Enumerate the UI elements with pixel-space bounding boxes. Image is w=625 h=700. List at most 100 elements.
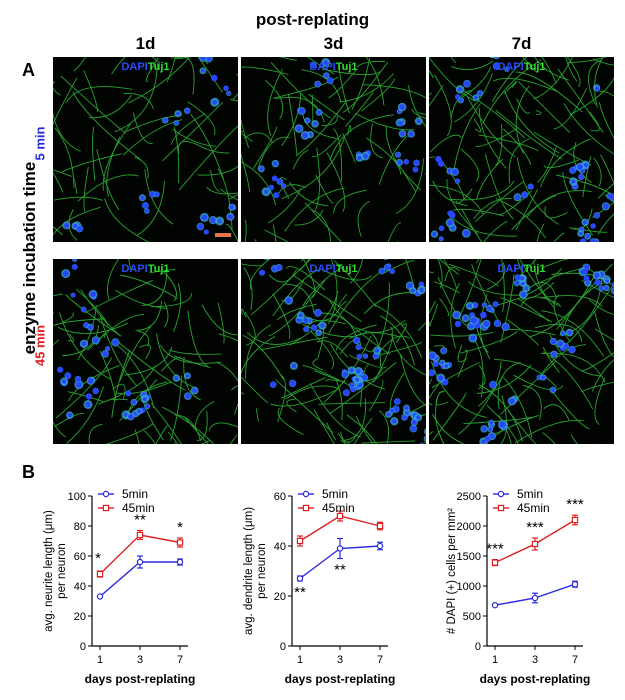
stain-label: DAPITuj1 (121, 61, 170, 73)
data-point-45min (336, 512, 344, 520)
panel-letter-b: B (22, 462, 35, 482)
y-tick-label: 20 (274, 591, 286, 603)
y-tick-label: 40 (74, 581, 86, 593)
micrograph-45min-3d: DAPITuj1 (241, 259, 426, 444)
y-axis-label: per neuron (56, 543, 68, 599)
data-point-5min (296, 575, 304, 582)
data-point-45min (136, 531, 144, 539)
x-tick-label: 1 (492, 654, 498, 666)
row-label-5min: 5 min (32, 126, 48, 161)
data-point-45min (96, 570, 104, 578)
stain-label: DAPITuj1 (497, 61, 546, 73)
stain-label: DAPITuj1 (497, 263, 546, 275)
significance-marker: *** (566, 496, 584, 513)
data-point-5min (136, 558, 144, 566)
y-tick-label: 60 (74, 551, 86, 563)
cells-image (429, 57, 614, 242)
data-point-45min (176, 539, 184, 546)
significance-marker: * (95, 550, 101, 567)
chart-dendrite-length-svg: 0 20 40 60 1 3 7 days post-replating avg. dendri… (243, 487, 396, 686)
y-axis-label: avg. dendrite length (μm) (243, 507, 255, 635)
data-point-5min (96, 593, 104, 600)
legend-marker (497, 504, 505, 512)
y-axis-label: avg. neurite length (μm) (43, 510, 55, 632)
micrograph-45min-1d: DAPITuj1 (53, 259, 238, 444)
legend-label-5min: 5min (517, 487, 543, 501)
chart-neurite-length-svg: 0 20 40 60 80 100 1 3 7 days post-replating avg. n… (43, 487, 196, 686)
legend-marker (102, 490, 110, 498)
legend-label-45min: 45min (517, 501, 550, 515)
stain-label: DAPITuj1 (121, 263, 170, 275)
significance-marker: ** (294, 584, 306, 601)
significance-marker: * (177, 519, 183, 536)
y-tick-label: 40 (274, 541, 286, 553)
y-tick-label: 0 (80, 641, 86, 653)
data-point-5min (571, 580, 579, 588)
chart-dapi-cells: 0 500 1000 1500 2000 2500 1 3 7 days post-replati… (425, 478, 620, 700)
cells-image (53, 57, 238, 242)
data-point-45min (571, 516, 579, 524)
stain-label: DAPITuj1 (309, 61, 358, 73)
stain-label: DAPITuj1 (309, 263, 358, 275)
data-point-5min (376, 542, 384, 550)
legend-marker (102, 504, 110, 512)
y-tick-label: 1000 (457, 581, 481, 593)
x-tick-label: 7 (377, 654, 383, 666)
x-tick-label: 3 (337, 654, 343, 666)
y-tick-label: 2500 (457, 491, 481, 503)
significance-marker: *** (526, 519, 544, 536)
cells-image (241, 57, 426, 242)
significance-marker: ** (134, 512, 146, 529)
legend-marker (497, 490, 505, 498)
legend-label-5min: 5min (322, 487, 348, 501)
x-tick-label: 3 (532, 654, 538, 666)
data-point-5min (491, 601, 499, 609)
x-tick-label: 7 (177, 654, 183, 666)
chart-dendrite-length: 0 20 40 60 1 3 7 days post-replating avg. dendri… (230, 478, 425, 700)
scale-bar (215, 233, 231, 237)
y-tick-label: 2000 (457, 521, 481, 533)
figure-title: post-replating (255, 10, 370, 29)
significance-marker: ** (334, 562, 346, 579)
column-label-3d: 3d (323, 34, 344, 53)
x-axis-label: days post-replating (85, 672, 196, 686)
data-point-45min (376, 522, 384, 530)
x-axis-label: days post-replating (480, 672, 591, 686)
data-point-5min (336, 545, 344, 552)
y-tick-label: 0 (280, 641, 286, 653)
micrograph-5min-7d: DAPITuj1 (429, 57, 614, 242)
column-label-1d: 1d (135, 34, 156, 53)
y-tick-label: 500 (463, 611, 481, 623)
y-tick-label: 20 (74, 611, 86, 623)
cells-image (429, 259, 614, 444)
y-tick-label: 0 (475, 641, 481, 653)
cells-image (53, 259, 238, 444)
x-tick-label: 3 (137, 654, 143, 666)
legend-label-45min: 45min (322, 501, 355, 515)
legend-marker (302, 504, 310, 512)
data-point-5min (531, 594, 539, 602)
cells-image (241, 259, 426, 444)
x-tick-label: 1 (97, 654, 103, 666)
data-point-45min (531, 540, 539, 548)
legend-label-5min: 5min (122, 487, 148, 501)
x-tick-label: 1 (297, 654, 303, 666)
micrograph-5min-3d: DAPITuj1 (241, 57, 426, 242)
panel-letter-a: A (22, 60, 35, 80)
significance-marker: *** (486, 541, 504, 558)
chart-dapi-cells-svg: 0 500 1000 1500 2000 2500 1 3 7 days post-replati… (446, 487, 591, 686)
data-point-45min (296, 537, 304, 545)
y-tick-label: 100 (68, 491, 86, 503)
y-axis-label: # DAPI (+) cells per mm² (446, 508, 458, 634)
legend-marker (302, 490, 310, 498)
column-label-7d: 7d (511, 34, 532, 53)
y-tick-label: 60 (274, 491, 286, 503)
x-tick-label: 7 (572, 654, 578, 666)
micrograph-5min-1d: DAPITuj1 (53, 57, 238, 242)
legend-label-45min: 45min (122, 501, 155, 515)
x-axis-label: days post-replating (285, 672, 396, 686)
data-point-45min (491, 559, 499, 566)
y-axis-label: per neuron (256, 543, 268, 599)
y-tick-label: 80 (74, 521, 86, 533)
chart-neurite-length: 0 20 40 60 80 100 1 3 7 days post-replating avg. n… (30, 478, 225, 700)
